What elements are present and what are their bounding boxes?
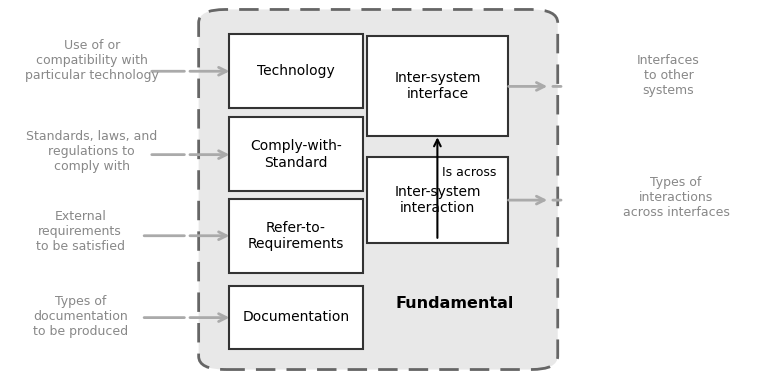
Text: Types of
documentation
to be produced: Types of documentation to be produced — [33, 295, 128, 338]
Text: Standards, laws, and
regulations to
comply with: Standards, laws, and regulations to comp… — [26, 130, 157, 173]
Text: Documentation: Documentation — [242, 310, 350, 324]
Text: Fundamental: Fundamental — [396, 296, 513, 311]
FancyBboxPatch shape — [229, 199, 363, 273]
Text: Is across: Is across — [442, 166, 496, 179]
Text: External
requirements
to be satisfied: External requirements to be satisfied — [36, 210, 125, 253]
Text: Use of or
compatibility with
particular technology: Use of or compatibility with particular … — [24, 39, 159, 82]
Text: Refer-to-
Requirements: Refer-to- Requirements — [248, 221, 345, 251]
FancyBboxPatch shape — [367, 157, 508, 243]
FancyBboxPatch shape — [367, 36, 508, 136]
Text: Comply-with-
Standard: Comply-with- Standard — [250, 139, 342, 169]
Text: Technology: Technology — [257, 64, 335, 78]
Text: Inter-system
interaction: Inter-system interaction — [394, 185, 481, 215]
FancyBboxPatch shape — [229, 117, 363, 191]
Text: Interfaces
to other
systems: Interfaces to other systems — [637, 54, 700, 97]
Text: Inter-system
interface: Inter-system interface — [394, 71, 481, 101]
FancyBboxPatch shape — [229, 286, 363, 349]
Text: Types of
interactions
across interfaces: Types of interactions across interfaces — [623, 175, 730, 219]
FancyBboxPatch shape — [229, 34, 363, 108]
FancyBboxPatch shape — [199, 9, 558, 370]
